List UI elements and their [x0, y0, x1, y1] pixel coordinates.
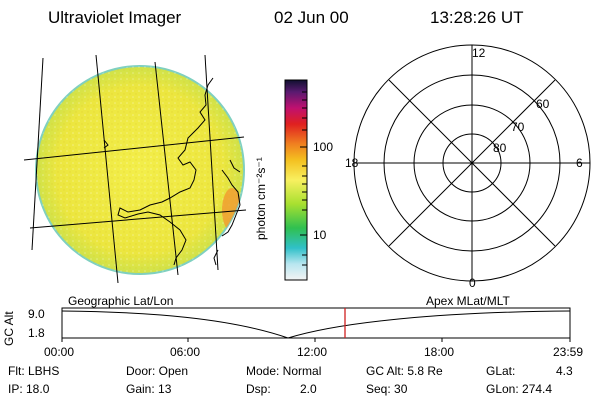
geographic-label: Geographic Lat/Lon	[68, 294, 174, 308]
info-glon: GLon: 274.4	[486, 382, 553, 396]
timeline-xtick-0600: 06:00	[170, 345, 201, 359]
info-glat-label: GLat:	[486, 364, 516, 378]
info-dsp-label: Dsp:	[246, 382, 271, 396]
info-gain: Gain: 13	[126, 382, 172, 396]
colorbar	[284, 79, 308, 281]
info-seq: Seq: 30	[366, 382, 408, 396]
colorbar-tick-100: 100	[313, 140, 334, 154]
timeline-xtick-0000: 00:00	[44, 345, 75, 359]
polar-label-12: 12	[472, 46, 486, 60]
info-mode: Mode: Normal	[246, 364, 322, 378]
info-ip: IP: 18.0	[8, 382, 50, 396]
polar-label-70: 70	[511, 120, 525, 134]
polar-label-80: 80	[493, 141, 507, 155]
info-glat-value: 4.3	[556, 364, 573, 378]
polar-label-6: 6	[576, 156, 583, 170]
timeline-ytick-low: 1.8	[28, 326, 45, 340]
timeline-axis-label: GC Alt	[2, 311, 16, 346]
timeline-xtick-1800: 18:00	[424, 345, 455, 359]
polar-label-18: 18	[345, 156, 359, 170]
info-door: Door: Open	[126, 364, 189, 378]
colorbar-ticks	[300, 91, 307, 266]
apex-label: Apex MLat/MLT	[426, 294, 510, 308]
info-dsp-value: 2.0	[300, 382, 317, 396]
timeline-xtick-2359: 23:59	[553, 345, 584, 359]
polar-plot	[353, 44, 591, 282]
info-gc-alt: GC Alt: 5.8 Re	[366, 364, 443, 378]
timeline-ytick-high: 9.0	[28, 307, 45, 321]
polar-label-60: 60	[536, 97, 550, 111]
coastline	[103, 77, 241, 266]
colorbar-unit-label: photon cm⁻²s⁻¹	[254, 157, 268, 240]
latlon-grid	[23, 54, 247, 284]
date-label: 02 Jun 00	[274, 8, 349, 27]
info-filter: Flt: LBHS	[8, 364, 60, 378]
timeline-plot	[61, 307, 571, 342]
polar-label-0: 0	[469, 276, 476, 290]
earth-image	[35, 65, 245, 275]
timeline-xtick-1200: 12:00	[297, 345, 328, 359]
instrument-title: Ultraviolet Imager	[48, 8, 182, 27]
colorbar-tick-10: 10	[313, 228, 327, 242]
time-label: 13:28:26 UT	[430, 8, 524, 27]
